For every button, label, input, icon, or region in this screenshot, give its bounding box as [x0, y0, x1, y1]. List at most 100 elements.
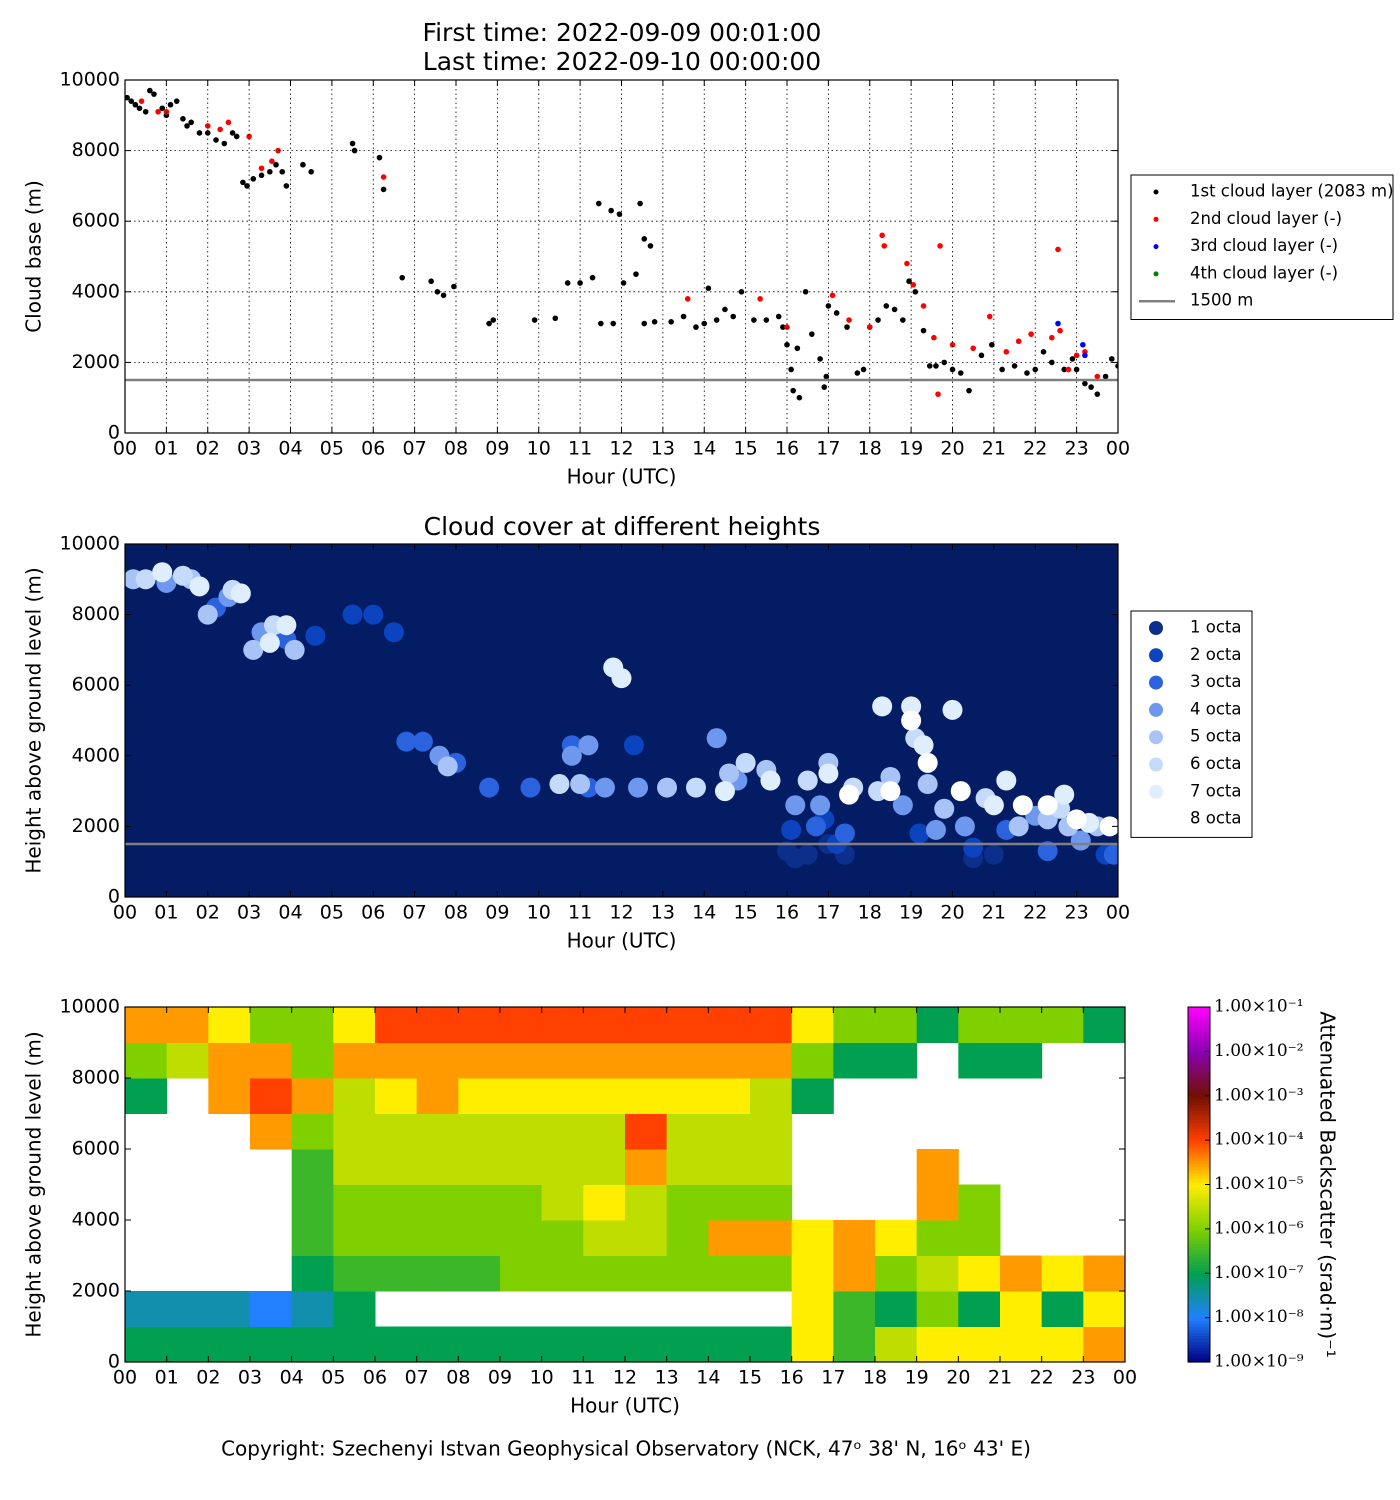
x-tick-label: 09 [488, 1367, 512, 1389]
point [428, 278, 434, 285]
colorbar-slice [1188, 1092, 1210, 1097]
point [349, 140, 356, 147]
heatmap-cell [625, 1078, 668, 1114]
x-tick-label: 10 [527, 902, 551, 924]
heatmap-cell [500, 1007, 543, 1043]
colorbar-slice [1188, 1098, 1210, 1103]
heatmap-cell [625, 1113, 668, 1150]
point [775, 313, 782, 320]
heatmap-cell [375, 1078, 418, 1114]
colorbar-slice [1188, 1291, 1210, 1295]
point [785, 795, 806, 816]
colorbar-slice [1188, 1066, 1210, 1070]
point [595, 200, 602, 207]
heatmap-cell [500, 1113, 543, 1150]
x-tick-label: 12 [609, 902, 633, 924]
point [531, 317, 538, 323]
point [490, 317, 497, 323]
colorbar-slice [1188, 1015, 1210, 1020]
x-tick-label: 08 [444, 902, 468, 924]
colorbar-slice [1188, 1329, 1210, 1334]
x-tick-label: 18 [858, 438, 882, 460]
point [949, 341, 956, 348]
colorbar-slice [1188, 1172, 1210, 1177]
x-tick-label: 23 [1065, 902, 1089, 924]
heatmap-cell [250, 1078, 293, 1114]
colorbar-tick-label: 1.00×10⁻⁷ [1214, 1263, 1304, 1283]
colorbar-slice [1188, 1149, 1210, 1153]
heatmap-cell [375, 1220, 418, 1256]
y-tick-label: 8000 [72, 1067, 120, 1089]
heatmap-cell [1083, 1291, 1125, 1327]
chart-subtitle: Last time: 2022-09-10 00:00:00 [423, 47, 821, 76]
colorbar-slice [1188, 1143, 1210, 1147]
colorbar-slice [1188, 1110, 1210, 1115]
point [486, 320, 492, 327]
heatmap-cell [291, 1220, 334, 1256]
y-tick-label: 0 [108, 422, 120, 444]
point [970, 345, 976, 352]
point [552, 315, 559, 322]
colorbar-slice [1188, 1018, 1210, 1023]
heatmap-cell [458, 1255, 501, 1292]
colorbar-slice [1188, 1222, 1210, 1227]
x-tick-label: 00 [113, 902, 137, 924]
y-tick-label: 10000 [60, 533, 120, 555]
colorbar-slice [1188, 1187, 1210, 1192]
point [641, 320, 648, 327]
heatmap-cell [875, 1042, 918, 1079]
point [805, 816, 826, 837]
point [705, 285, 712, 292]
heatmap-cell [1000, 1007, 1043, 1043]
colorbar-slice [1188, 1095, 1210, 1100]
x-tick-label: 00 [113, 438, 137, 460]
heatmap-cell [1041, 1007, 1084, 1043]
colorbar-slice [1188, 1323, 1210, 1328]
point [920, 327, 927, 334]
point [273, 161, 279, 168]
colorbar-slice [1188, 1273, 1210, 1277]
point [623, 735, 644, 756]
colorbar-slice [1188, 1234, 1210, 1239]
colorbar-slice [1188, 1302, 1210, 1307]
chart-title: First time: 2022-09-09 00:01:00 [423, 18, 822, 47]
heatmap-cell [416, 1007, 459, 1043]
colorbar-slice [1188, 1217, 1210, 1221]
colorbar-slice [1188, 1305, 1210, 1310]
colorbar-slice [1188, 1104, 1210, 1109]
legend-marker [1153, 244, 1159, 250]
colorbar-slice [1188, 1151, 1210, 1156]
point [797, 770, 818, 791]
heatmap-cell [416, 1184, 459, 1221]
heatmap-cell [125, 1326, 168, 1362]
colorbar-slice [1188, 1255, 1210, 1260]
heatmap-cell [458, 1113, 501, 1150]
y-axis-label: Height above ground level (m) [22, 567, 46, 873]
x-tick-label: 00 [1113, 1367, 1137, 1389]
x-tick-label: 08 [444, 438, 468, 460]
heatmap-cell [125, 1078, 168, 1114]
colorbar-tick-label: 1.00×10⁻⁶ [1214, 1218, 1304, 1238]
y-tick-label: 0 [108, 1351, 120, 1373]
heatmap-cell [416, 1149, 459, 1185]
heatmap-cell [416, 1113, 459, 1150]
point [135, 569, 156, 590]
point [1094, 391, 1101, 397]
point [719, 763, 740, 784]
point [1070, 830, 1091, 851]
x-tick-label: 17 [816, 438, 840, 460]
legend-marker [1149, 621, 1163, 635]
point [796, 394, 803, 401]
x-tick-label: 07 [405, 1367, 429, 1389]
colorbar-slice [1188, 1190, 1210, 1194]
x-tick-label: 00 [113, 1367, 137, 1389]
point [1049, 359, 1055, 366]
point [1054, 784, 1075, 805]
y-tick-label: 4000 [72, 280, 120, 302]
x-tick-label: 15 [734, 438, 758, 460]
heatmap-cell [416, 1326, 459, 1362]
colorbar-slice [1188, 1024, 1210, 1029]
point [912, 289, 919, 295]
heatmap-cell [125, 1291, 168, 1327]
